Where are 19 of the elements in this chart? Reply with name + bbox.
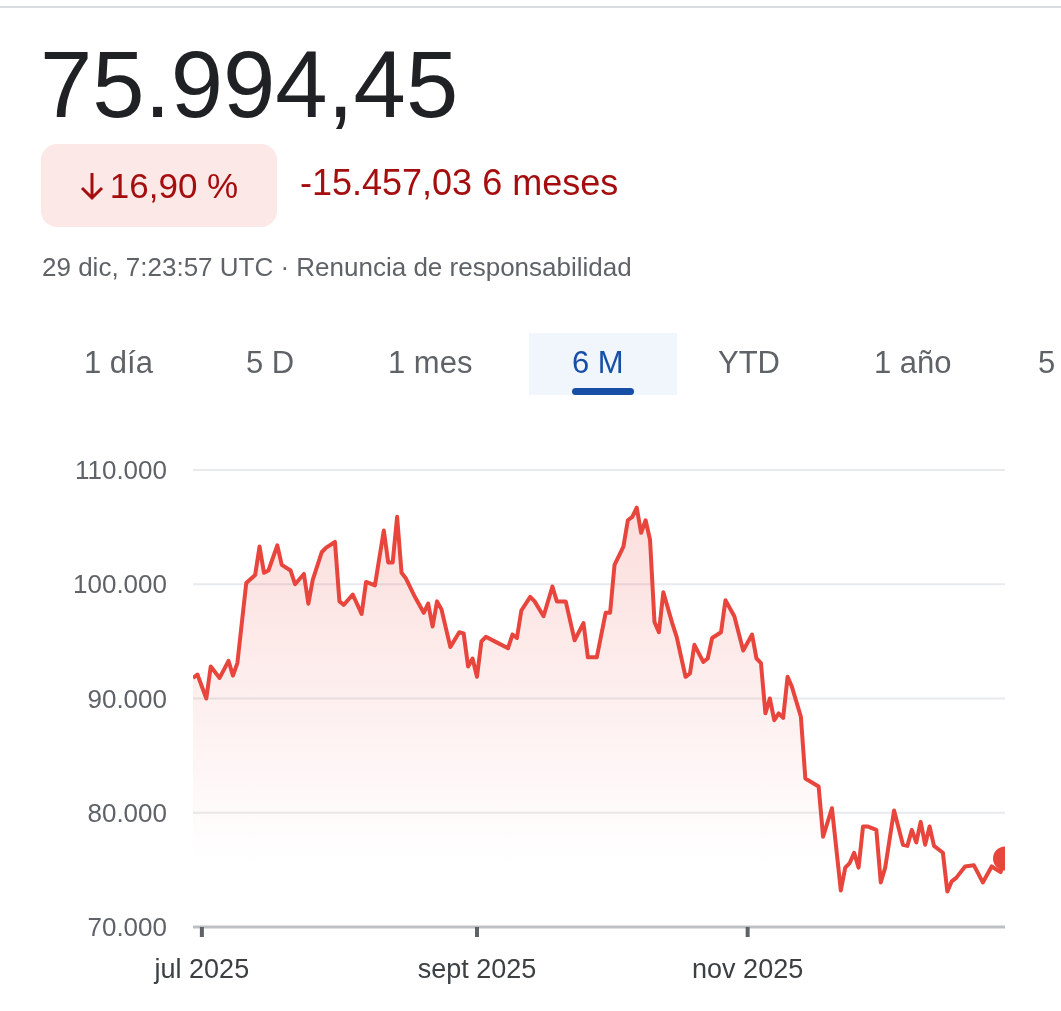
y-tick-label: 90.000 bbox=[87, 683, 167, 714]
x-tick-label: jul 2025 bbox=[153, 954, 250, 985]
text: 16,90 % bbox=[109, 165, 239, 206]
text: 5 bbox=[1038, 344, 1056, 382]
text: 1 mes bbox=[388, 344, 473, 382]
text: 1 año bbox=[874, 344, 952, 382]
y-tick-label: 100.000 bbox=[73, 569, 167, 600]
y-tick-label: 110.000 bbox=[74, 455, 167, 486]
x-tick-label: nov 2025 bbox=[692, 954, 804, 985]
text: 1 día bbox=[84, 344, 153, 382]
chart-title: 75.994,45 bbox=[40, 31, 459, 139]
text: YTD bbox=[718, 344, 780, 382]
text: 5 D bbox=[246, 344, 295, 382]
y-tick-label: 70.000 bbox=[87, 912, 167, 943]
text: 29 dic, 7:23:57 UTC · Renuncia de responsabilidad bbox=[42, 252, 632, 283]
text: 6 M bbox=[572, 344, 624, 382]
text: -15.457,03 6 meses bbox=[300, 162, 619, 204]
y-tick-label: 80.000 bbox=[87, 797, 167, 828]
x-tick-label: sept 2025 bbox=[417, 954, 537, 985]
